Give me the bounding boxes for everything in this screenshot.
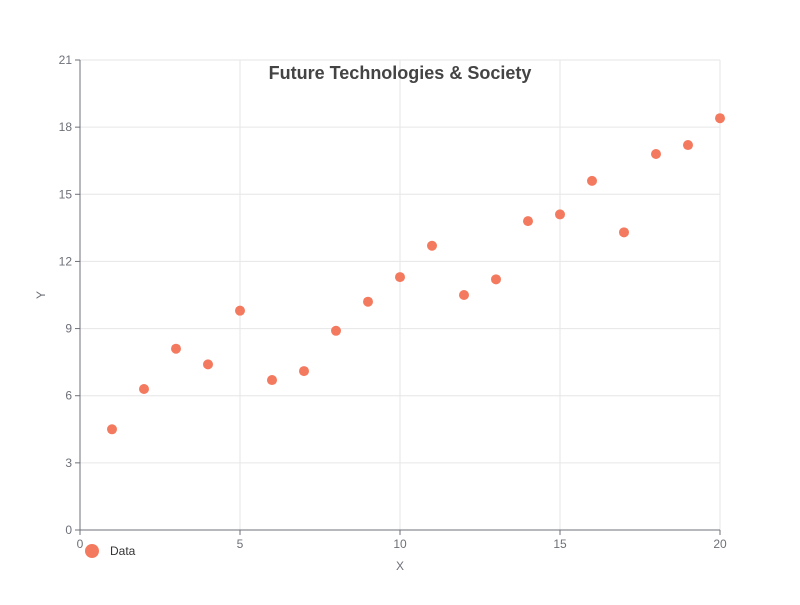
- chart-title: Future Technologies & Society: [269, 63, 532, 83]
- data-point[interactable]: [299, 366, 309, 377]
- legend[interactable]: Data: [85, 544, 136, 558]
- y-tick-label: 6: [65, 389, 72, 403]
- legend-marker: [85, 544, 99, 558]
- data-point[interactable]: [459, 290, 469, 300]
- data-point[interactable]: [203, 359, 213, 370]
- x-tick-label: 15: [553, 537, 567, 551]
- data-point[interactable]: [587, 175, 597, 186]
- data-point[interactable]: [523, 216, 533, 227]
- y-tick-label: 15: [59, 187, 73, 201]
- data-point[interactable]: [267, 375, 277, 386]
- x-tick-label: 20: [713, 537, 727, 551]
- data-points: [107, 113, 725, 435]
- data-point[interactable]: [491, 274, 501, 285]
- y-tick-label: 3: [65, 456, 72, 470]
- data-point[interactable]: [555, 209, 565, 220]
- y-tick-label: 18: [59, 120, 73, 134]
- data-point[interactable]: [171, 343, 181, 354]
- x-tick-label: 10: [393, 537, 407, 551]
- y-tick-label: 21: [59, 53, 73, 67]
- data-point[interactable]: [395, 272, 405, 283]
- x-tick-label: 5: [237, 537, 244, 551]
- y-tick-label: 12: [59, 254, 73, 268]
- data-point[interactable]: [331, 325, 341, 336]
- data-point[interactable]: [235, 305, 245, 316]
- data-point[interactable]: [427, 240, 437, 251]
- data-point[interactable]: [139, 384, 149, 394]
- data-point[interactable]: [107, 424, 117, 435]
- data-point[interactable]: [715, 113, 725, 124]
- grid: [80, 59, 721, 530]
- y-tick-label: 0: [65, 523, 72, 537]
- y-tick-label: 9: [65, 322, 72, 336]
- y-axis-label: Y: [34, 291, 48, 299]
- data-point[interactable]: [651, 149, 661, 159]
- data-point[interactable]: [363, 296, 373, 307]
- x-axis-label: X: [396, 559, 404, 573]
- data-point[interactable]: [683, 140, 693, 151]
- legend-label: Data: [110, 544, 136, 558]
- axes: 0 5 10 15 20 0 3 6 9 12 15 18 21: [59, 53, 727, 551]
- x-tick-label: 0: [77, 537, 84, 551]
- data-point[interactable]: [619, 227, 629, 238]
